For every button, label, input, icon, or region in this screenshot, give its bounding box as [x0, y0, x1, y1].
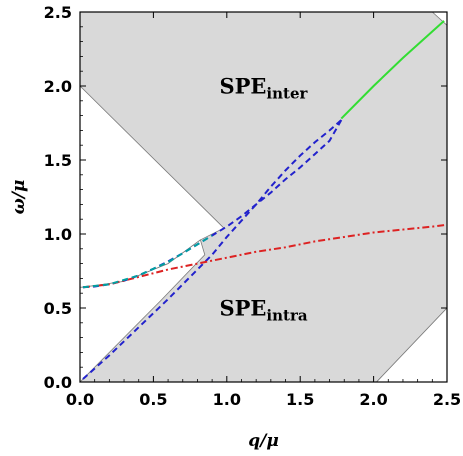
white-region-1	[79, 239, 206, 383]
y-tick-label-3: 1.5	[44, 151, 72, 170]
series-line-4	[82, 234, 213, 289]
series-line-2	[82, 119, 342, 380]
series-line-3	[82, 224, 445, 289]
labels-layer: SPEinter SPEintra	[219, 73, 308, 324]
x-tick-label-5: 2.5	[433, 390, 461, 409]
region-label-intra: SPEintra	[219, 295, 307, 324]
x-tick-label-2: 1.0	[213, 390, 241, 409]
x-axis-label: q/μ	[248, 431, 279, 451]
y-tick-label-2: 1.0	[44, 225, 72, 244]
x-tick-label-0: 0.0	[66, 390, 94, 409]
y-tick-label-1: 0.5	[44, 299, 72, 318]
y-axis-label: ω/μ	[9, 180, 29, 215]
region-label-inter: SPEinter	[219, 73, 308, 102]
y-tick-label-5: 2.5	[44, 3, 72, 22]
y-tick-label-0: 0.0	[44, 373, 72, 392]
series-layer	[82, 20, 445, 380]
x-tick-label-3: 1.5	[286, 390, 314, 409]
x-tick-label-1: 0.5	[139, 390, 167, 409]
y-tick-label-4: 2.0	[44, 77, 72, 96]
series-line-0	[340, 20, 445, 120]
plot-frame	[79, 11, 448, 383]
ticks-layer: 0.0 0.5 1.0 1.5 2.0 2.5 0.0 0.5 1.0 1.5 2.0 2.5	[44, 3, 462, 409]
x-tick-label-4: 2.0	[359, 390, 387, 409]
